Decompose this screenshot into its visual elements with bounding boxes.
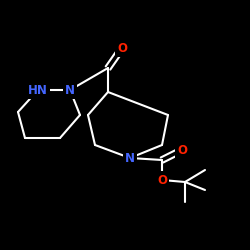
Text: O: O <box>177 144 187 156</box>
Text: O: O <box>157 174 167 186</box>
Text: N: N <box>125 152 135 164</box>
Text: HN: HN <box>28 84 48 96</box>
Text: N: N <box>65 84 75 96</box>
Text: O: O <box>117 42 127 54</box>
